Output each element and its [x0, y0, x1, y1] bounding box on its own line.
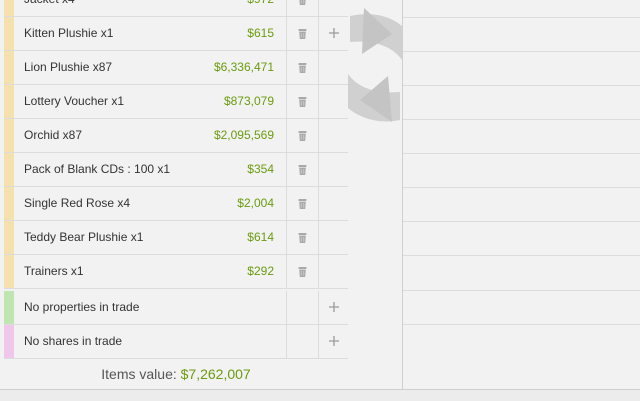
item-name: Lion Plushie x87 [24, 60, 113, 74]
remove-item-button[interactable] [286, 153, 318, 186]
trash-icon [298, 267, 307, 277]
remove-item-button[interactable] [286, 187, 318, 220]
item-value: $614 [247, 230, 274, 244]
trade-items-panel: Jacket x4 $972 Kitten Plushie x1 $615 Lion P… [4, 0, 349, 389]
items-stripe [4, 0, 14, 16]
trash-icon [298, 29, 307, 39]
add-shares-button[interactable] [318, 325, 349, 358]
row-divider [403, 85, 640, 86]
items-stripe [4, 119, 14, 152]
item-value: $2,004 [237, 196, 274, 210]
other-party-panel [403, 0, 640, 389]
trash-icon [298, 199, 307, 209]
remove-item-button[interactable] [286, 51, 318, 84]
item-name: Kitten Plushie x1 [24, 26, 114, 40]
shares-label: No shares in trade [24, 334, 123, 348]
item-name: Jacket x4 [24, 0, 75, 16]
items-stripe [4, 51, 14, 84]
trade-item-row: Jacket x4 $972 [4, 0, 348, 17]
trade-item-row: Single Red Rose x4 $2,004 [4, 187, 348, 221]
row-divider [403, 17, 640, 18]
remove-item-button[interactable] [286, 119, 318, 152]
remove-item-button[interactable] [286, 221, 318, 254]
item-value: $972 [247, 0, 274, 16]
plus-icon [329, 302, 339, 312]
item-value: $873,079 [223, 94, 274, 108]
remove-item-button[interactable] [286, 17, 318, 50]
row-divider [403, 255, 640, 256]
items-stripe [4, 255, 14, 288]
shares-row: No shares in trade [4, 325, 348, 359]
item-name: Orchid x87 [24, 128, 83, 142]
plus-icon [329, 336, 339, 346]
action-cell [318, 255, 349, 288]
trade-item-row: Trainers x1 $292 [4, 255, 348, 289]
bottom-bar [0, 389, 640, 401]
properties-empty-cell [286, 291, 318, 324]
trash-icon [299, 0, 306, 5]
row-divider [403, 324, 640, 325]
action-cell [318, 153, 349, 186]
items-stripe [4, 153, 14, 186]
properties-stripe [4, 291, 14, 324]
trade-item-row: Kitten Plushie x1 $615 [4, 17, 348, 51]
items-stripe [4, 85, 14, 118]
item-name: Single Red Rose x4 [24, 196, 131, 210]
item-value: $292 [247, 264, 274, 278]
action-cell [318, 187, 349, 220]
properties-label: No properties in trade [24, 300, 140, 314]
row-divider [403, 119, 640, 120]
remove-item-button[interactable] [286, 255, 318, 288]
items-value-label: Items value: [101, 366, 177, 382]
trash-icon [298, 131, 307, 141]
remove-item-button[interactable] [286, 85, 318, 118]
trade-item-row: Teddy Bear Plushie x1 $614 [4, 221, 348, 255]
remove-item-button[interactable] [286, 0, 318, 16]
trash-icon [298, 165, 307, 175]
plus-icon [329, 28, 339, 38]
trade-item-row: Orchid x87 $2,095,569 [4, 119, 348, 153]
item-name: Lottery Voucher x1 [24, 94, 125, 108]
row-divider [403, 221, 640, 222]
items-value-total: Items value: $7,262,007 [4, 359, 348, 389]
items-stripe [4, 17, 14, 50]
properties-row: No properties in trade [4, 291, 348, 325]
row-divider [403, 153, 640, 154]
trade-item-row: Lottery Voucher x1 $873,079 [4, 85, 348, 119]
add-item-button[interactable] [318, 17, 349, 50]
action-cell [318, 119, 349, 152]
items-value-amount: $7,262,007 [180, 366, 251, 382]
item-value: $354 [247, 162, 274, 176]
trash-icon [298, 63, 307, 73]
item-value: $6,336,471 [213, 60, 274, 74]
trash-icon [298, 97, 307, 107]
action-cell [318, 0, 349, 16]
items-stripe [4, 187, 14, 220]
row-divider [403, 51, 640, 52]
exchange-column [348, 0, 403, 389]
shares-stripe [4, 325, 14, 358]
item-value: $615 [247, 26, 274, 40]
action-cell [318, 51, 349, 84]
action-cell [318, 221, 349, 254]
trash-icon [298, 233, 307, 243]
item-name: Teddy Bear Plushie x1 [24, 230, 144, 244]
item-name: Pack of Blank CDs : 100 x1 [24, 162, 171, 176]
item-value: $2,095,569 [213, 128, 274, 142]
action-cell [318, 85, 349, 118]
exchange-arrows-icon [348, 8, 402, 122]
add-property-button[interactable] [318, 291, 349, 324]
row-divider [403, 290, 640, 291]
trade-item-row: Lion Plushie x87 $6,336,471 [4, 51, 348, 85]
items-stripe [4, 221, 14, 254]
item-name: Trainers x1 [24, 264, 84, 278]
row-divider [403, 187, 640, 188]
trade-item-row: Pack of Blank CDs : 100 x1 $354 [4, 153, 348, 187]
shares-empty-cell [286, 325, 318, 358]
